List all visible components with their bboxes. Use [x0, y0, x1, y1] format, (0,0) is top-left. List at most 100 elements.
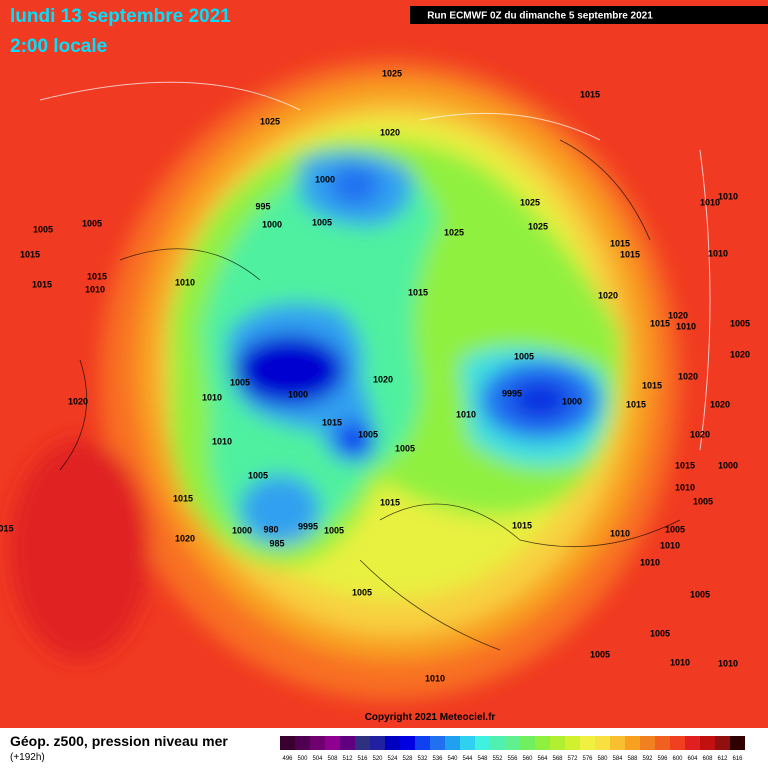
isobar-label: 1015: [380, 497, 400, 507]
isobar-label: 1015: [650, 318, 670, 328]
scale-label: 556: [507, 756, 518, 762]
isobar-label: 1010: [718, 191, 738, 201]
scale-swatch: [580, 736, 595, 750]
scale-label: 532: [417, 756, 428, 762]
isobar-label: 1000: [718, 460, 738, 470]
scale-label: 612: [717, 756, 728, 762]
isobar-label: 985: [269, 538, 284, 548]
isobar-label: 9995: [298, 521, 318, 531]
scale-label: 536: [432, 756, 443, 762]
isobar-label: 1015: [610, 238, 630, 248]
isobar-label: 980: [263, 524, 278, 534]
scale-swatch: [310, 736, 325, 750]
forecast-date: lundi 13 septembre 2021: [10, 6, 231, 27]
isobar-label: 1010: [175, 277, 195, 287]
scale-label: 604: [687, 756, 698, 762]
scale-label: 504: [312, 756, 323, 762]
isobar-label: 1005: [690, 589, 710, 599]
scale-swatch: [355, 736, 370, 750]
isobar-label: 1005: [324, 525, 344, 535]
isobar-label: 1020: [730, 349, 750, 359]
isobar-label: 1015: [620, 249, 640, 259]
isobar-label: 1000: [562, 396, 582, 406]
scale-label: 572: [567, 756, 578, 762]
scale-swatch: [640, 736, 655, 750]
isobar-labels: 1025 1015 1025 1020 1000 995 1005 1000 1025 1025 1…: [0, 68, 750, 683]
lead-time: (+192h): [10, 752, 45, 763]
scale-label: 516: [357, 756, 368, 762]
isobar-label: 1020: [678, 371, 698, 381]
scale-label: 496: [282, 756, 293, 762]
scale-swatch: [730, 736, 745, 750]
isobar-label: 1020: [380, 127, 400, 137]
scale-swatch: [565, 736, 580, 750]
isobar-label: 1025: [382, 68, 402, 78]
isobar-label: 1005: [650, 628, 670, 638]
scale-swatch: [535, 736, 550, 750]
isobar-label: 1015: [32, 279, 52, 289]
scale-label: 580: [597, 756, 608, 762]
isobar-label: 1005: [312, 217, 332, 227]
run-info: Run ECMWF 0Z du dimanche 5 septembre 202…: [427, 11, 653, 22]
scale-label: 560: [522, 756, 533, 762]
isobar-label: 1010: [670, 657, 690, 667]
isobar-label: 1015: [512, 520, 532, 530]
scale-label: 544: [462, 756, 473, 762]
scale-label: 552: [492, 756, 503, 762]
scale-label: 568: [552, 756, 563, 762]
forecast-time: 2:00 locale: [10, 36, 107, 57]
isobar-label: 995: [255, 201, 270, 211]
scale-swatch: [370, 736, 385, 750]
isobar-label: 1025: [520, 197, 540, 207]
isobar-label: 1025: [260, 116, 280, 126]
isobar-label: 1005: [358, 429, 378, 439]
scale-label: 588: [627, 756, 638, 762]
isobar-label: 1015: [675, 460, 695, 470]
isobar-label: 1005: [590, 649, 610, 659]
scale-label: 584: [612, 756, 623, 762]
isobar-label: 1005: [665, 524, 685, 534]
isobar-label: 1015: [642, 380, 662, 390]
scale-swatch: [625, 736, 640, 750]
isobar-label: 1005: [352, 587, 372, 597]
color-scale: 496 500 504 508 512 516 520 524 528 532 536 540 544 5…: [280, 736, 745, 762]
run-banner: [410, 6, 768, 24]
isobar-label: 9995: [502, 388, 522, 398]
scale-label: 600: [672, 756, 683, 762]
isobar-label: 1005: [230, 377, 250, 387]
geopotential-field: [0, 0, 768, 728]
isobar-label: 1010: [675, 482, 695, 492]
scale-label: 508: [327, 756, 338, 762]
isobar-label: 1010: [640, 557, 660, 567]
scale-swatch: [700, 736, 715, 750]
scale-swatch: [715, 736, 730, 750]
isobar-label: 1005: [693, 496, 713, 506]
isobar-label: 1005: [248, 470, 268, 480]
scale-label: 576: [582, 756, 593, 762]
isobar-label: 1000: [262, 219, 282, 229]
isobar-label: 1005: [395, 443, 415, 453]
isobar-label: 1000: [315, 174, 335, 184]
scale-label: 608: [702, 756, 713, 762]
isobar-label: 1020: [690, 429, 710, 439]
scale-label: 512: [342, 756, 353, 762]
scale-swatch: [460, 736, 475, 750]
scale-label: 564: [537, 756, 548, 762]
scale-swatch: [445, 736, 460, 750]
isobar-label: 1015: [322, 417, 342, 427]
isobar-label: 1015: [408, 287, 428, 297]
isobar-label: 1020: [68, 396, 88, 406]
isobar-label: 1020: [598, 290, 618, 300]
scale-label: 596: [657, 756, 668, 762]
isobar-label: 1000: [232, 525, 252, 535]
isobar-label: 1020: [668, 310, 688, 320]
isobar-label: 1005: [514, 351, 534, 361]
isobar-label: 1005: [33, 224, 53, 234]
scale-label: 592: [642, 756, 653, 762]
isobar-label: 1010: [425, 673, 445, 683]
isobar-label: 1020: [175, 533, 195, 543]
scale-label: 616: [732, 756, 743, 762]
isobar-label: 1015: [173, 493, 193, 503]
scale-swatch: [400, 736, 415, 750]
scale-swatch: [595, 736, 610, 750]
